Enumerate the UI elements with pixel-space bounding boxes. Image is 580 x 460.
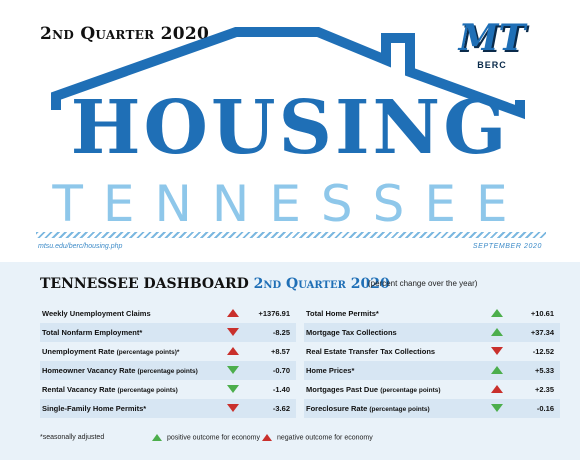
indicator-value: +8.57: [271, 347, 290, 356]
indicator-label-text: Mortgages Past Due: [306, 385, 379, 394]
indicator-value: +10.61: [530, 309, 554, 318]
indicator-label-text: Rental Vacancy Rate: [42, 385, 116, 394]
indicator-row: Home Prices* +5.33: [304, 361, 560, 380]
down-arrow-green-icon: [227, 366, 239, 374]
indicator-row: Rental Vacancy Rate (percentage points) -…: [40, 380, 296, 399]
indicator-value: +37.34: [530, 328, 554, 337]
indicator-label: Unemployment Rate (percentage points)*: [42, 342, 179, 362]
indicator-sublabel: (percentage points): [117, 387, 178, 394]
indicator-value: -12.52: [532, 347, 554, 356]
dashboard-title: TENNESSEE DASHBOARD 2nd Quarter 2020: [40, 276, 390, 292]
indicator-row: Foreclosure Rate (percentage points) -0.1…: [304, 399, 560, 418]
indicator-row: Mortgage Tax Collections +37.34: [304, 323, 560, 342]
dashboard-note: (percent change over the year): [368, 279, 478, 288]
indicator-label: Mortgage Tax Collections: [306, 323, 397, 342]
indicator-value: -1.40: [272, 385, 290, 394]
indicator-label: Foreclosure Rate (percentage points): [306, 399, 430, 419]
mt-berc-logo: MT BERC: [454, 18, 530, 76]
green-up-triangle-icon: [152, 434, 162, 441]
indicator-label-text: Single-Family Home Permits*: [42, 404, 147, 413]
down-arrow-red-icon: [227, 328, 239, 336]
indicator-value: +1376.91: [258, 309, 291, 318]
indicator-row: Real Estate Transfer Tax Collections -12.…: [304, 342, 560, 361]
indicator-sublabel: (percentage points): [137, 368, 198, 375]
indicator-label: Weekly Unemployment Claims: [42, 304, 151, 323]
quarter-label: 2nd Quarter 2020: [40, 24, 210, 44]
right-indicator-column: Total Home Permits* +10.61 Mortgage Tax Co…: [304, 304, 560, 418]
indicator-label: Rental Vacancy Rate (percentage points): [42, 380, 178, 400]
website-url[interactable]: mtsu.edu/berc/housing.php: [38, 243, 123, 250]
indicator-sublabel: (percentage points): [380, 387, 441, 394]
indicator-row: Total Home Permits* +10.61: [304, 304, 560, 323]
indicator-label: Total Nonfarm Employment*: [42, 323, 142, 342]
indicator-value: -0.16: [536, 404, 554, 413]
main-title: HOUSING: [70, 85, 510, 171]
up-arrow-green-icon: [491, 309, 503, 317]
indicator-label: Single-Family Home Permits*: [42, 399, 146, 418]
indicator-label-text: Home Prices*: [306, 366, 355, 375]
indicator-label-text: Foreclosure Rate: [306, 404, 368, 413]
indicator-label: Mortgages Past Due (percentage points): [306, 380, 441, 400]
indicator-label: Home Prices*: [306, 361, 354, 380]
indicator-value: +5.33: [535, 366, 554, 375]
indicator-row: Single-Family Home Permits* -3.62: [40, 399, 296, 418]
publication-date: SEPTEMBER 2020: [472, 243, 542, 250]
down-arrow-green-icon: [491, 404, 503, 412]
indicator-label: Real Estate Transfer Tax Collections: [306, 342, 435, 361]
legend-positive-label: positive outcome for economy: [167, 434, 260, 442]
indicator-value: -3.62: [272, 404, 290, 413]
indicator-row: Total Nonfarm Employment* -8.25: [40, 323, 296, 342]
indicator-row: Homeowner Vacancy Rate (percentage point…: [40, 361, 296, 380]
down-arrow-red-icon: [491, 347, 503, 355]
indicator-row: Weekly Unemployment Claims +1376.91: [40, 304, 296, 323]
indicator-row: Unemployment Rate (percentage points)* +8…: [40, 342, 296, 361]
logo-mt-text: MT: [458, 17, 526, 59]
indicator-value: -8.25: [272, 328, 290, 337]
up-arrow-red-icon: [491, 385, 503, 393]
hatch-divider: [36, 232, 546, 238]
dashboard-title-text: TENNESSEE DASHBOARD: [40, 276, 249, 292]
indicator-value: -0.70: [272, 366, 290, 375]
up-arrow-red-icon: [227, 309, 239, 317]
left-indicator-column: Weekly Unemployment Claims +1376.91 Total …: [40, 304, 296, 418]
indicator-label-text: Weekly Unemployment Claims: [42, 309, 151, 318]
up-arrow-green-icon: [491, 328, 503, 336]
dashboard-quarter: 2nd Quarter 2020: [253, 276, 390, 292]
legend-positive: positive outcome for economy: [152, 434, 260, 441]
indicator-label-text: Real Estate Transfer Tax Collections: [306, 347, 436, 356]
down-arrow-red-icon: [227, 404, 239, 412]
indicator-label-text: Total Home Permits*: [306, 309, 379, 318]
indicator-label: Total Home Permits*: [306, 304, 379, 323]
indicator-label-text: Total Nonfarm Employment*: [42, 328, 143, 337]
indicator-row: Mortgages Past Due (percentage points) +2…: [304, 380, 560, 399]
up-arrow-red-icon: [227, 347, 239, 355]
header-section: 2nd Quarter 2020 HOUSING TENNESSEE mtsu.…: [36, 18, 546, 250]
indicator-label-text: Unemployment Rate: [42, 347, 115, 356]
indicator-value: +2.35: [535, 385, 554, 394]
logo-berc-text: BERC: [477, 60, 507, 70]
indicator-sublabel: (percentage points): [369, 406, 430, 413]
footnote: *seasonally adjusted: [40, 434, 105, 441]
house-outline-icon: [51, 27, 525, 120]
legend-negative-label: negative outcome for economy: [277, 434, 373, 442]
indicator-label-text: Mortgage Tax Collections: [306, 328, 397, 337]
indicator-label-text: Homeowner Vacancy Rate: [42, 366, 136, 375]
subtitle: TENNESSEE: [52, 175, 528, 233]
red-up-triangle-icon: [262, 434, 272, 441]
up-arrow-green-icon: [491, 366, 503, 374]
legend-negative: negative outcome for economy: [262, 434, 373, 441]
indicator-label: Homeowner Vacancy Rate (percentage point…: [42, 361, 198, 381]
indicator-sublabel: (percentage points)*: [116, 349, 180, 356]
down-arrow-green-icon: [227, 385, 239, 393]
